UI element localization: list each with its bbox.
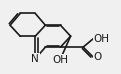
Text: OH: OH (53, 55, 68, 65)
Text: OH: OH (93, 34, 109, 44)
Text: O: O (93, 52, 102, 62)
Text: N: N (31, 54, 39, 64)
